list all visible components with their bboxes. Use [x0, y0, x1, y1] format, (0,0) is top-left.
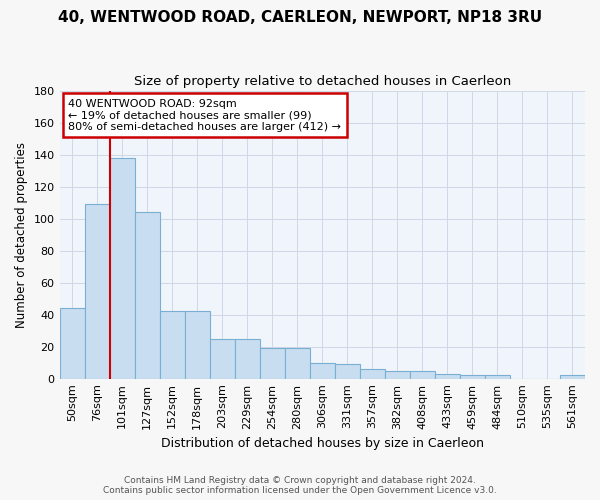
Text: 40, WENTWOOD ROAD, CAERLEON, NEWPORT, NP18 3RU: 40, WENTWOOD ROAD, CAERLEON, NEWPORT, NP… [58, 10, 542, 25]
Bar [460, 376, 485, 378]
Y-axis label: Number of detached properties: Number of detached properties [15, 142, 28, 328]
Bar [310, 362, 335, 378]
Bar [85, 204, 110, 378]
Bar [285, 348, 310, 378]
Bar [134, 212, 160, 378]
Bar [110, 158, 134, 378]
Bar [59, 308, 85, 378]
Bar [160, 312, 185, 378]
Bar [209, 338, 235, 378]
Bar [560, 376, 585, 378]
Bar [260, 348, 285, 378]
Bar [435, 374, 460, 378]
Bar [410, 370, 435, 378]
Text: 40 WENTWOOD ROAD: 92sqm
← 19% of detached houses are smaller (99)
80% of semi-de: 40 WENTWOOD ROAD: 92sqm ← 19% of detache… [68, 98, 341, 132]
Bar [185, 312, 209, 378]
Bar [335, 364, 360, 378]
Title: Size of property relative to detached houses in Caerleon: Size of property relative to detached ho… [134, 75, 511, 88]
X-axis label: Distribution of detached houses by size in Caerleon: Distribution of detached houses by size … [161, 437, 484, 450]
Bar [485, 376, 510, 378]
Text: Contains HM Land Registry data © Crown copyright and database right 2024.
Contai: Contains HM Land Registry data © Crown c… [103, 476, 497, 495]
Bar [385, 370, 410, 378]
Bar [360, 369, 385, 378]
Bar [235, 338, 260, 378]
